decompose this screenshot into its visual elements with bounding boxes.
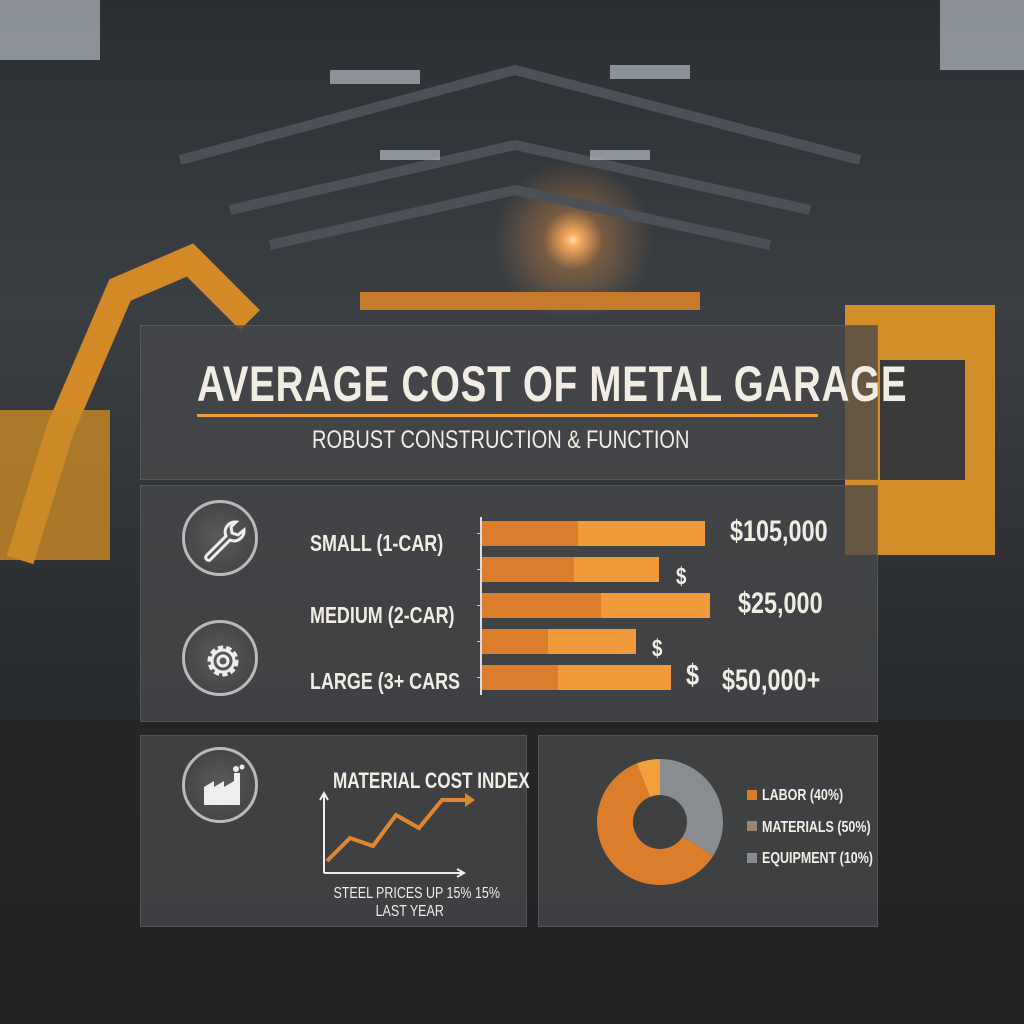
bar-value-label: $25,000: [738, 587, 823, 620]
legend-item-materials: MATERIALS (50%): [747, 811, 904, 842]
legend-swatch: [747, 790, 757, 800]
line-chart-axes: [319, 790, 467, 878]
bar-dark-segment: [482, 629, 548, 654]
page-title: AVERAGE COST OF METAL GARAGE: [197, 356, 908, 412]
legend-item-equipment: EQUIPMENT (10%): [747, 843, 904, 874]
donut-chart: [597, 759, 723, 885]
legend-swatch: [747, 821, 757, 832]
legend-swatch: [747, 852, 757, 863]
bar: [482, 557, 659, 582]
category-label-large: LARGE (3+ CARS: [310, 668, 461, 694]
line-arrow-head: [465, 793, 475, 807]
line-chart-title: MATERIAL COST INDEX: [333, 768, 530, 793]
category-label-small: SMALL (1-CAR): [310, 530, 444, 556]
title-underline: [197, 414, 818, 417]
axis-tick: [477, 677, 482, 678]
bar-dark-segment: [482, 557, 574, 582]
line-caption-2: LAST YEAR: [375, 903, 445, 920]
bar-axis: [480, 517, 482, 695]
bar: [482, 521, 705, 546]
wrench-icon: [182, 500, 258, 576]
donut-slice: [597, 763, 714, 885]
bar-value-label: $: [652, 635, 663, 662]
factory-icon: [182, 747, 258, 823]
bar-value-label: $105,000: [730, 515, 828, 548]
line-series: [325, 798, 465, 863]
legend-item-labor: LABOR (40%): [747, 780, 904, 811]
line-caption-1: STEEL PRICES UP 15% 15%: [333, 885, 500, 902]
bar-value-label: $: [686, 659, 700, 692]
bar-dark-segment: [482, 521, 578, 546]
donut-slice: [636, 759, 660, 797]
bar-extra-label: $50,000+: [722, 664, 821, 697]
bar: [482, 629, 636, 654]
axis-tick: [477, 533, 482, 534]
bar-value-label: $: [676, 563, 687, 590]
bar-dark-segment: [482, 665, 558, 690]
axis-tick: [477, 605, 482, 606]
axis-tick: [477, 641, 482, 642]
bar: [482, 593, 710, 618]
donut-slice: [660, 759, 723, 856]
axis-tick: [477, 569, 482, 570]
category-label-medium: MEDIUM (2-CAR): [310, 602, 455, 628]
bar: [482, 665, 671, 690]
gear-icon: [182, 620, 258, 696]
title-panel: [140, 325, 878, 480]
subtitle: ROBUST CONSTRUCTION & FUNCTION: [312, 426, 690, 454]
bar-dark-segment: [482, 593, 601, 618]
